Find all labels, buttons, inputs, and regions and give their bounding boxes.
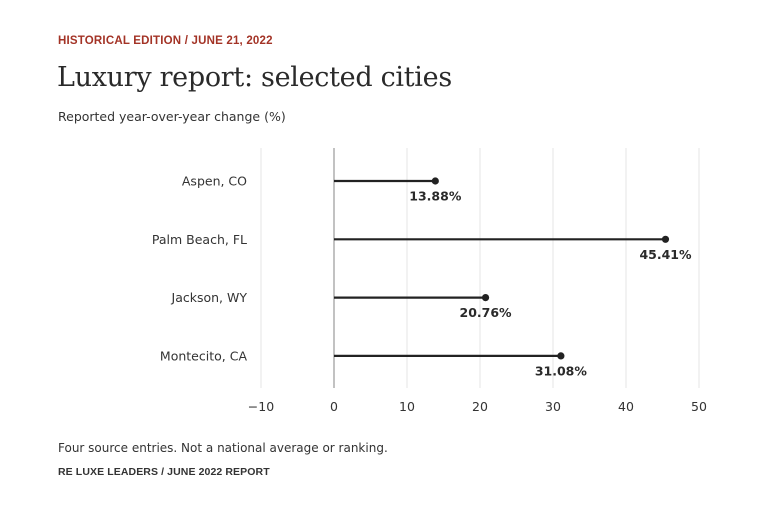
chart-title: Luxury report: selected cities <box>57 62 452 93</box>
footnote: Four source entries. Not a national aver… <box>58 441 388 455</box>
edition-kicker: HISTORICAL EDITION / JUNE 21, 2022 <box>58 35 273 47</box>
x-axis-ticks: −10 0 10 20 30 40 50 <box>248 399 707 414</box>
category-label: Montecito, CA <box>160 348 248 363</box>
category-label: Palm Beach, FL <box>152 232 247 247</box>
value-label: 45.41% <box>639 247 692 262</box>
x-tick-label: 10 <box>399 399 415 414</box>
value-label: 31.08% <box>535 363 588 378</box>
lollipop-dot <box>481 294 490 302</box>
category-label: Jackson, WY <box>171 290 248 305</box>
x-tick-label: 50 <box>691 399 707 414</box>
value-label: 20.76% <box>460 305 513 320</box>
grid-lines <box>260 148 700 388</box>
lollipop-dot <box>431 177 439 185</box>
x-tick-label: 30 <box>545 399 561 414</box>
category-label: Aspen, CO <box>182 174 247 189</box>
lollipop-chart: −10 0 10 20 30 40 50 Aspen, CO Palm Beach, FL Ja… <box>152 148 707 414</box>
chart-subtitle: Reported year-over-year change (%) <box>58 109 286 124</box>
lollipop-dot <box>661 235 670 243</box>
source-credit: RE LUXE LEADERS / JUNE 2022 REPORT <box>58 466 270 478</box>
lollipop-dot <box>557 352 565 360</box>
x-tick-label: 20 <box>472 399 488 414</box>
value-label: 13.88% <box>409 189 462 204</box>
category-labels: Aspen, CO Palm Beach, FL Jackson, WY Montec… <box>152 174 248 364</box>
x-tick-label: −10 <box>248 399 274 414</box>
x-tick-label: 40 <box>618 399 634 414</box>
x-tick-label: 0 <box>330 399 338 414</box>
bars: 13.88% 45.41% 20.76% 31.08% <box>334 177 692 378</box>
